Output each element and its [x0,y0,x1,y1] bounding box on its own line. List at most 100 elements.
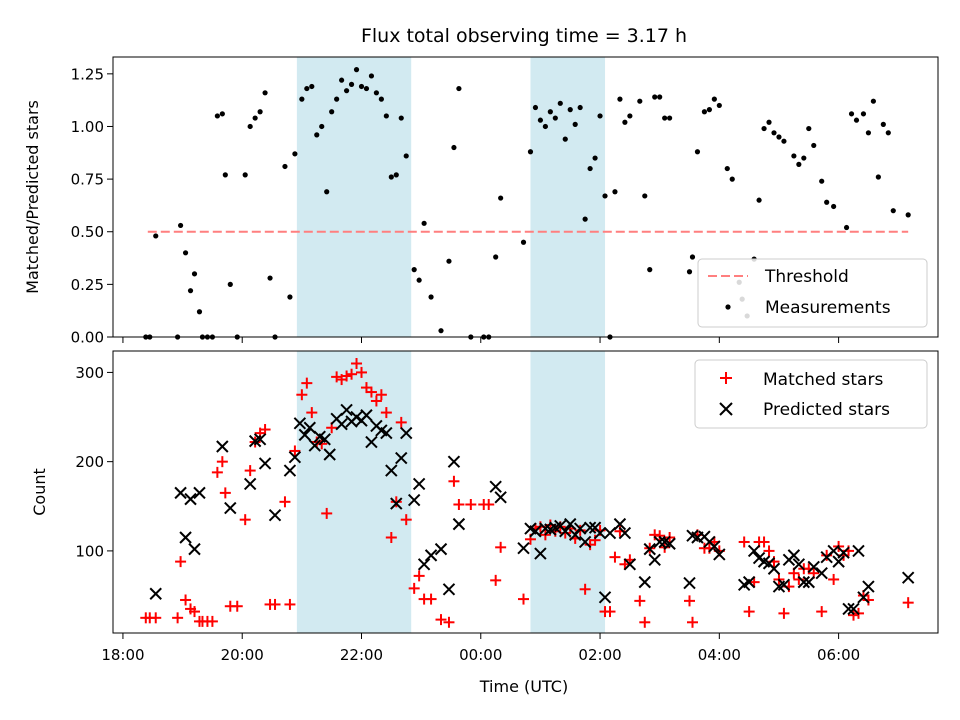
predicted-point [293,417,307,430]
predicted-point [385,464,398,477]
measurement-point [153,233,159,239]
predicted-point [149,587,162,600]
matched-point [413,570,425,582]
measurement-point [319,123,325,130]
count-x-axis: 18:00 20:00 22:00 00:00 02:00 04:00 06:00 [101,633,860,664]
ratio-plot-frame [112,56,939,338]
count-shaded-bands [296,351,606,633]
predicted-point [618,526,632,540]
measurement-point [637,98,643,104]
measurement-point [292,151,298,157]
measurement-point [446,258,452,264]
matched-point [763,545,775,557]
x-tick-label: 02:00 [578,646,621,664]
measurement-point [885,130,891,136]
matched-point [231,600,243,612]
predicted-point [258,457,272,470]
y-tick-label: 1.00 [71,118,104,136]
matched-point [778,607,790,619]
matched-point [301,377,313,389]
predicted-point [683,576,696,590]
measurement-point [378,96,384,102]
matched-point [375,389,387,401]
matched-point [483,498,495,510]
predicted-point [598,591,612,604]
y-tick-label: 0.75 [71,171,104,189]
measurement-point [393,172,399,178]
matched-point [686,616,698,628]
matched-point [848,609,860,621]
predicted-point [323,448,336,461]
measurement-point [562,136,568,142]
measurement-point [182,250,189,256]
matched-point [408,582,420,594]
matched-points [140,357,914,628]
measurement-point [438,328,444,334]
predicted-point [365,435,378,449]
ratio-y-axis: 0.00 0.25 0.50 0.75 1.00 1.25 [71,65,113,347]
legend-matched-label: Matched stars [763,370,883,390]
matched-point [316,438,328,450]
predicted-point [713,548,726,561]
x-axis-label: Time (UTC) [479,677,568,696]
measurement-point [416,277,422,283]
x-tick-label: 18:00 [101,646,144,664]
legend-matched-swatch [720,372,732,384]
predicted-point [452,517,466,531]
measurement-point [421,220,427,226]
measurement-point [403,153,409,159]
predicted-point [340,403,353,417]
matched-point [684,595,696,607]
measurement-point [542,123,548,130]
predicted-point [648,553,661,567]
measurement-point [191,271,198,277]
predicted-point [564,517,577,531]
predicted-point [787,549,801,562]
matched-point [239,514,251,526]
measurement-point [428,294,434,300]
x-tick-label: 04:00 [698,646,741,664]
count-y-axis: 100 200 300 [75,364,113,560]
predicted-point [395,451,408,465]
legend-measurement-label: Measurements [765,298,891,318]
shaded-band-2 [530,351,606,633]
measurement-point [796,161,802,167]
predicted-point [852,544,865,558]
predicted-point [857,591,870,604]
matched-point [219,487,231,499]
matched-point [390,496,402,508]
matched-point [355,366,367,378]
measurement-point [309,83,315,90]
predicted-point [539,522,552,535]
measurement-point [597,113,603,119]
predicted-point [380,426,393,440]
predicted-point [216,440,229,453]
measurement-point [304,85,310,92]
measurement-point [716,102,722,109]
measurement-point [498,195,504,201]
measurement-point [819,178,825,184]
y-tick-label: 0.00 [71,329,104,347]
measurement-point [831,203,837,210]
predicted-point [268,508,282,522]
predicted-point [447,455,461,468]
matched-point [385,532,397,544]
ratio-legend-box [697,258,928,328]
matched-point [296,389,308,401]
matched-point [634,595,646,607]
matched-point [189,606,201,618]
measurement-point [520,239,527,245]
measurement-point [587,165,593,172]
predicted-point [603,526,617,540]
measurement-point [647,267,653,273]
measurement-point [411,267,417,273]
predicted-point [243,477,257,491]
measurement-point [756,197,762,203]
measurement-point [694,149,701,155]
measurement-point [853,117,860,123]
measurement-point [339,77,345,83]
matched-point [902,597,914,609]
matched-point [172,612,184,624]
predicted-point [623,558,637,571]
predicted-point [442,583,456,596]
